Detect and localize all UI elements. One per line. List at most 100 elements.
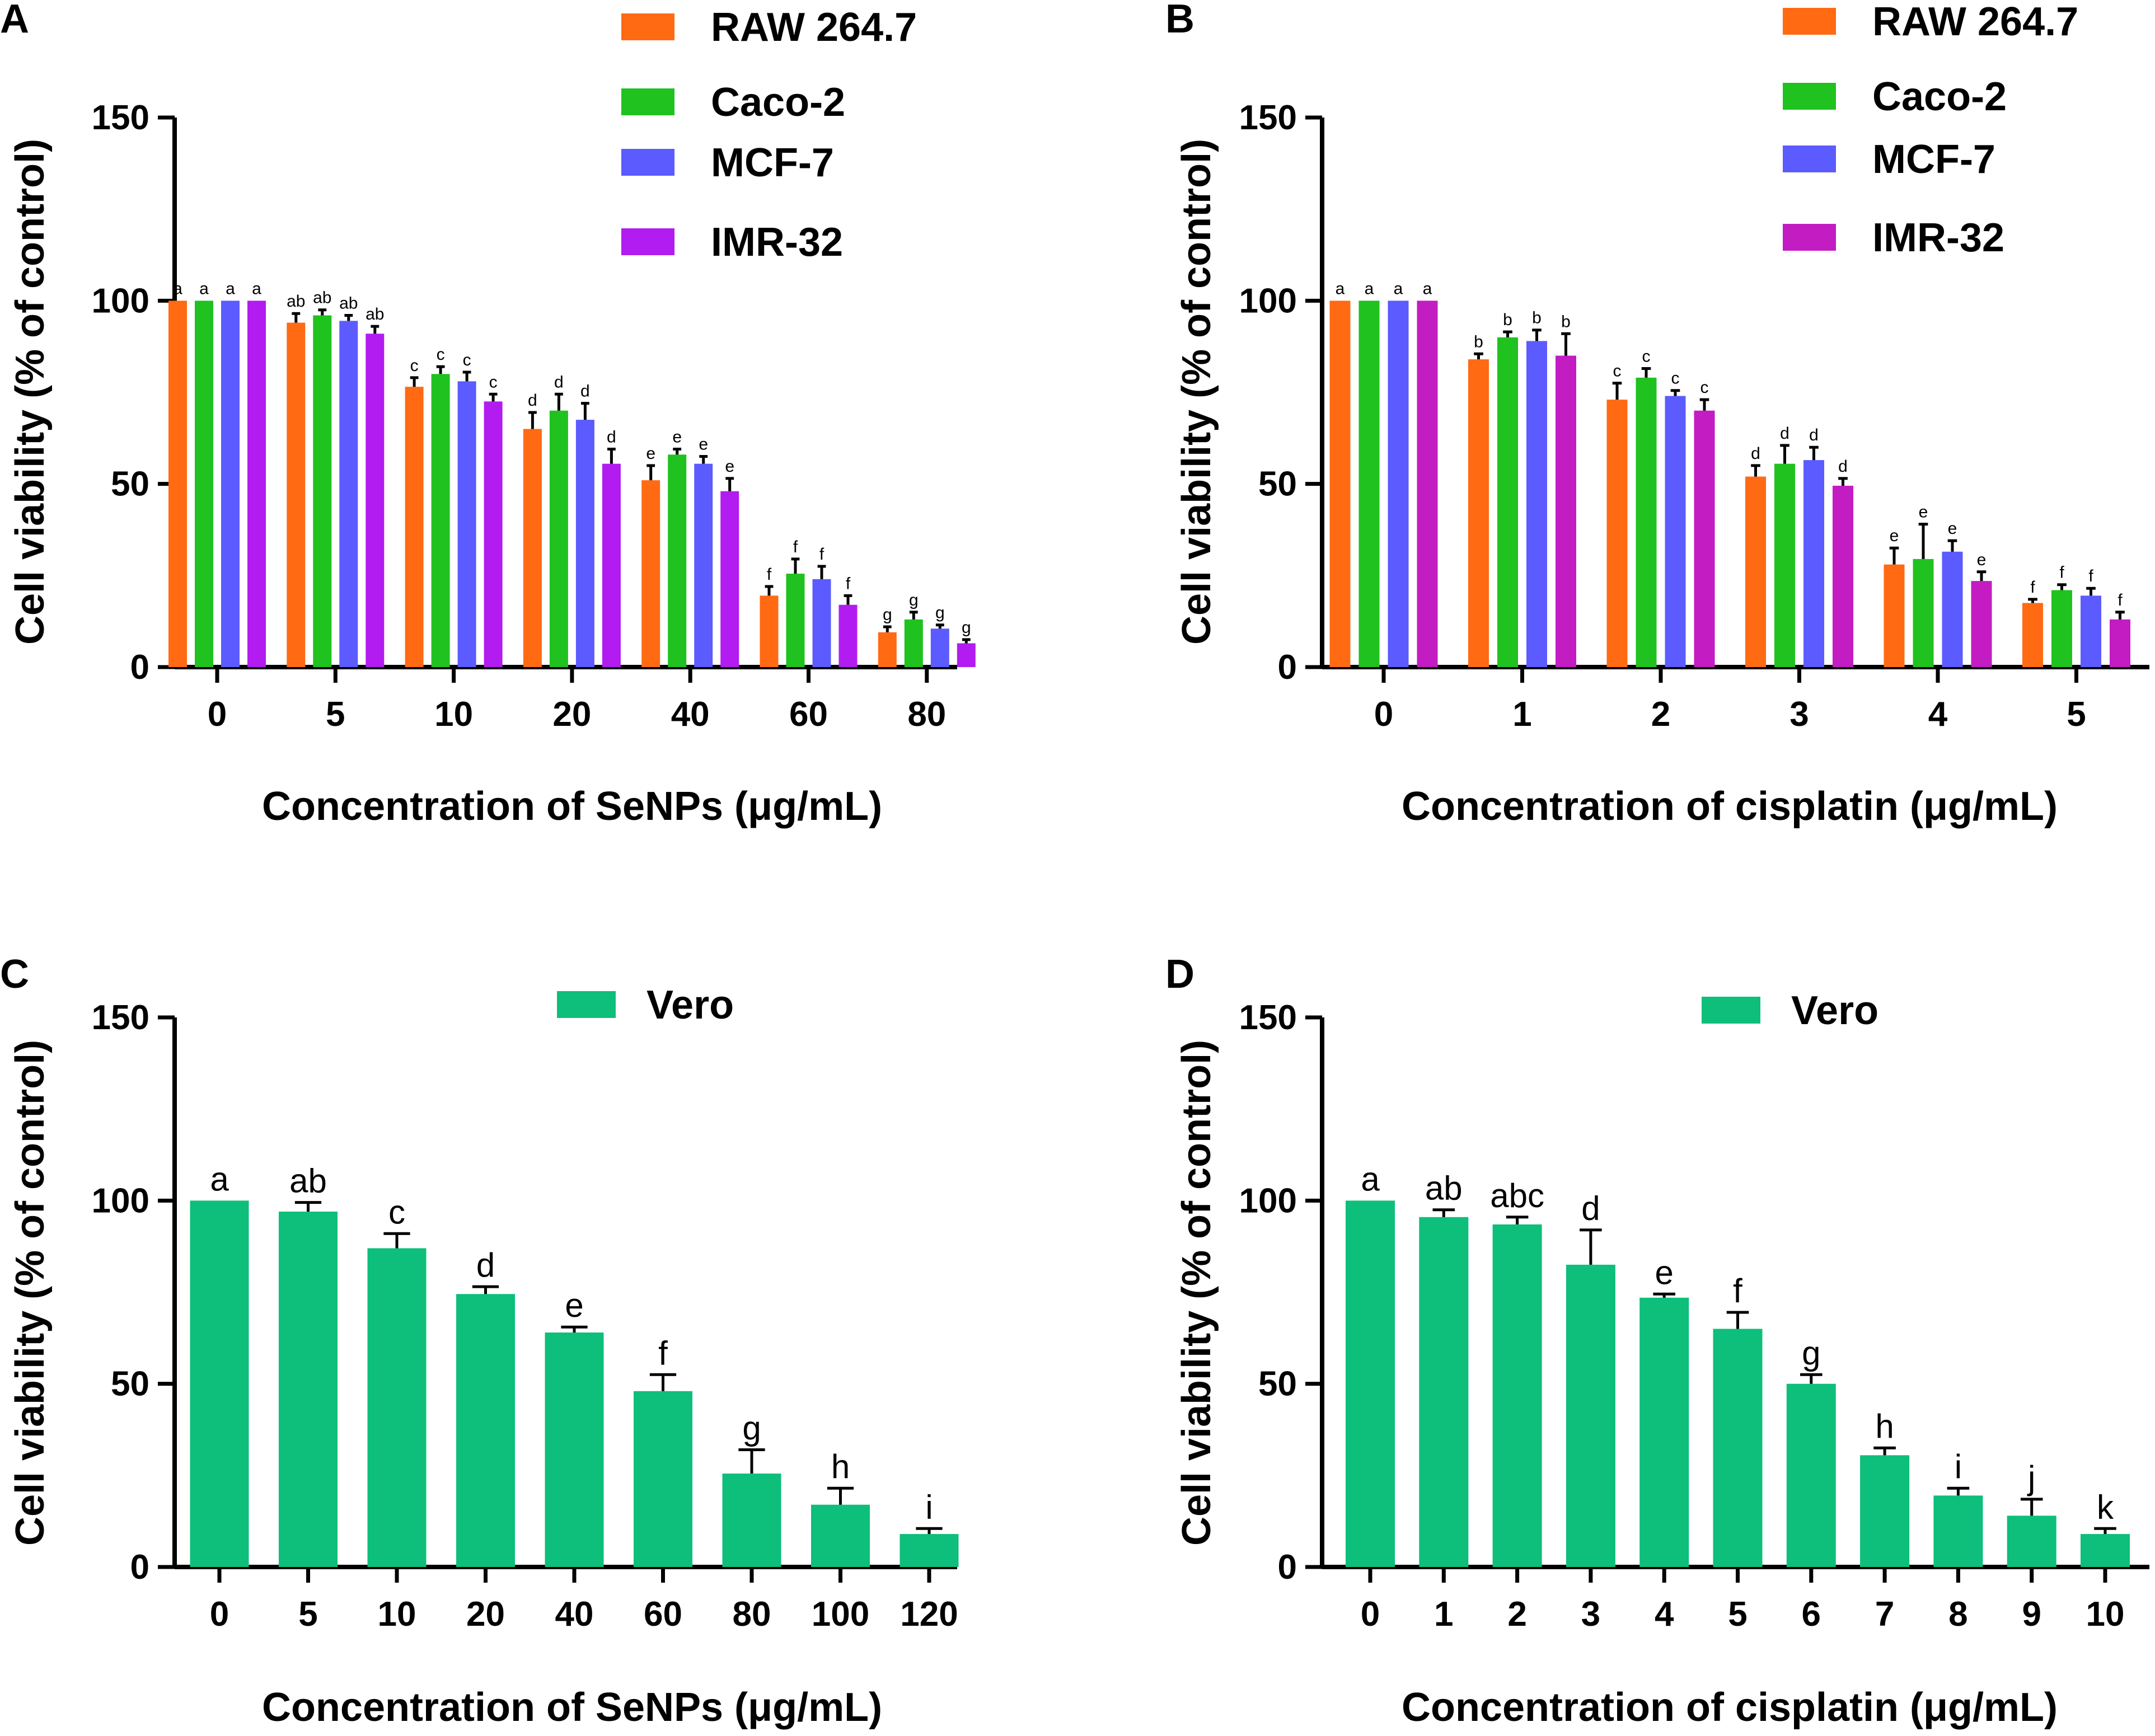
significance-label: a bbox=[226, 279, 235, 298]
bar bbox=[1556, 355, 1576, 667]
significance-label: a bbox=[1423, 279, 1432, 298]
bar bbox=[811, 1504, 870, 1567]
bar bbox=[2022, 603, 2043, 667]
y-tick-label: 100 bbox=[92, 1181, 149, 1220]
bar bbox=[720, 491, 739, 667]
significance-label: d bbox=[1780, 424, 1789, 443]
significance-label: d bbox=[607, 428, 616, 446]
significance-label: a bbox=[1361, 1160, 1380, 1198]
y-tick-label: 50 bbox=[1258, 1365, 1297, 1404]
significance-label: g bbox=[1802, 1334, 1820, 1372]
x-tick-label: 0 bbox=[210, 1595, 229, 1634]
bar bbox=[1942, 551, 1963, 667]
bar bbox=[367, 1248, 427, 1567]
x-tick-label: 5 bbox=[2067, 695, 2086, 734]
bar bbox=[694, 463, 713, 667]
x-tick-label: 80 bbox=[907, 695, 946, 734]
bar bbox=[545, 1333, 604, 1567]
legend-label: Caco-2 bbox=[711, 80, 845, 125]
bar bbox=[1346, 1200, 1395, 1567]
x-tick-label: 10 bbox=[2086, 1595, 2125, 1634]
significance-label: c bbox=[437, 345, 445, 364]
x-tick-label: 7 bbox=[1875, 1595, 1894, 1634]
bar bbox=[431, 374, 450, 667]
bar bbox=[195, 301, 213, 667]
panel-c: C Cell viability (% of control) Concentr… bbox=[0, 952, 959, 1730]
legend-swatch bbox=[621, 13, 674, 40]
significance-label: d bbox=[554, 373, 564, 391]
x-tick-label: 6 bbox=[1802, 1595, 1821, 1634]
x-tick-label: 60 bbox=[644, 1595, 682, 1634]
x-tick-label: 120 bbox=[900, 1595, 958, 1634]
bar bbox=[930, 628, 949, 667]
significance-label: d bbox=[1581, 1190, 1600, 1227]
significance-label: ab bbox=[313, 289, 331, 307]
x-tick-label: 5 bbox=[1728, 1595, 1747, 1634]
panel-a: A Cell viability (% of control) Concentr… bbox=[0, 0, 976, 829]
significance-label: g bbox=[935, 604, 945, 622]
bar bbox=[456, 1294, 515, 1567]
significance-label: f bbox=[819, 545, 824, 564]
x-tick-label: 5 bbox=[298, 1595, 317, 1634]
significance-label: abc bbox=[1490, 1177, 1544, 1214]
bar bbox=[2110, 619, 2130, 667]
significance-label: e bbox=[1977, 551, 1987, 569]
significance-label: a bbox=[1336, 279, 1345, 298]
significance-label: b bbox=[1474, 332, 1483, 351]
x-tick-label: 3 bbox=[1789, 695, 1809, 734]
x-tick-label: 4 bbox=[1655, 1595, 1674, 1634]
y-tick-label: 50 bbox=[111, 465, 149, 504]
bar bbox=[957, 643, 976, 667]
y-tick-label: 0 bbox=[1278, 648, 1297, 687]
bar bbox=[760, 595, 779, 667]
significance-label: c bbox=[463, 351, 471, 369]
bar bbox=[722, 1474, 781, 1567]
legend-swatch bbox=[1783, 146, 1836, 172]
significance-label: d bbox=[528, 391, 537, 410]
bar bbox=[1492, 1224, 1542, 1567]
legend-label: Vero bbox=[1791, 988, 1878, 1033]
bar bbox=[1358, 301, 1380, 667]
significance-label: e bbox=[565, 1287, 583, 1324]
panel-d: D Cell viability (% of control) Concentr… bbox=[1165, 952, 2149, 1730]
legend-swatch bbox=[557, 991, 616, 1018]
legend-label: Caco-2 bbox=[1872, 74, 2007, 119]
panel-b: B Cell viability (% of control) Concentr… bbox=[1165, 0, 2149, 829]
bar bbox=[812, 579, 831, 667]
y-tick-label: 150 bbox=[1239, 998, 1297, 1037]
panel-a-y-axis-title: Cell viability (% of control) bbox=[8, 139, 53, 645]
x-tick-label: 3 bbox=[1581, 1595, 1600, 1634]
y-tick-label: 50 bbox=[111, 1365, 149, 1404]
panel-b-x-axis-title: Concentration of cisplatin (μg/mL) bbox=[1402, 784, 2058, 829]
bar bbox=[484, 401, 503, 667]
significance-label: h bbox=[1875, 1407, 1894, 1445]
significance-label: f bbox=[793, 538, 798, 556]
significance-label: c bbox=[388, 1193, 405, 1231]
bar bbox=[549, 410, 568, 667]
significance-label: f bbox=[846, 574, 851, 593]
bar bbox=[1419, 1217, 1469, 1567]
bar bbox=[247, 301, 266, 667]
panel-b-plot-area: 0 50 100 150 0 a a a a 1 b b b b 2 c c c c 3 d d d d 4 e e e e 5 f f f f bbox=[1239, 98, 2149, 734]
panel-c-legend: Vero bbox=[557, 983, 734, 1027]
x-tick-label: 9 bbox=[2022, 1595, 2041, 1634]
bar bbox=[1566, 1264, 1615, 1567]
significance-label: d bbox=[1809, 426, 1819, 444]
y-tick-label: 50 bbox=[1258, 465, 1297, 504]
x-tick-label: 40 bbox=[671, 695, 710, 734]
bar bbox=[1388, 301, 1409, 667]
significance-label: g bbox=[962, 618, 971, 637]
significance-label: a bbox=[210, 1160, 229, 1198]
x-tick-label: 60 bbox=[789, 695, 828, 734]
panel-a-x-axis-title: Concentration of SeNPs (μg/mL) bbox=[262, 784, 882, 829]
y-tick-label: 100 bbox=[1239, 1181, 1297, 1220]
significance-label: b bbox=[1503, 311, 1512, 329]
x-tick-label: 80 bbox=[733, 1595, 771, 1634]
bar bbox=[1933, 1495, 1983, 1567]
bar bbox=[1329, 301, 1351, 667]
y-tick-label: 0 bbox=[130, 648, 149, 687]
bar bbox=[1526, 341, 1547, 667]
y-tick-label: 100 bbox=[92, 281, 149, 320]
